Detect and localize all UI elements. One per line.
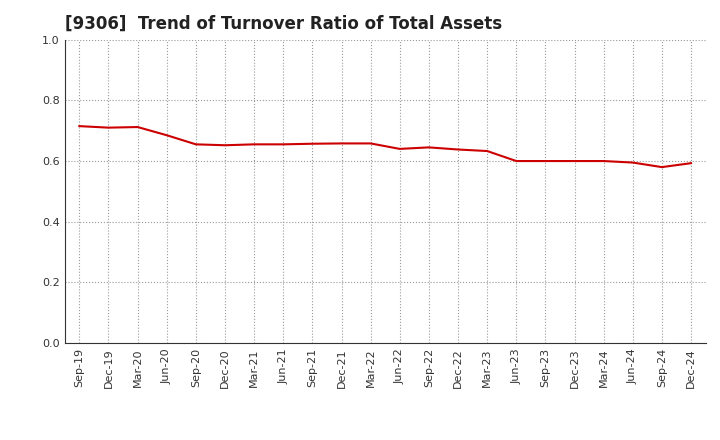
Text: [9306]  Trend of Turnover Ratio of Total Assets: [9306] Trend of Turnover Ratio of Total …	[65, 15, 502, 33]
